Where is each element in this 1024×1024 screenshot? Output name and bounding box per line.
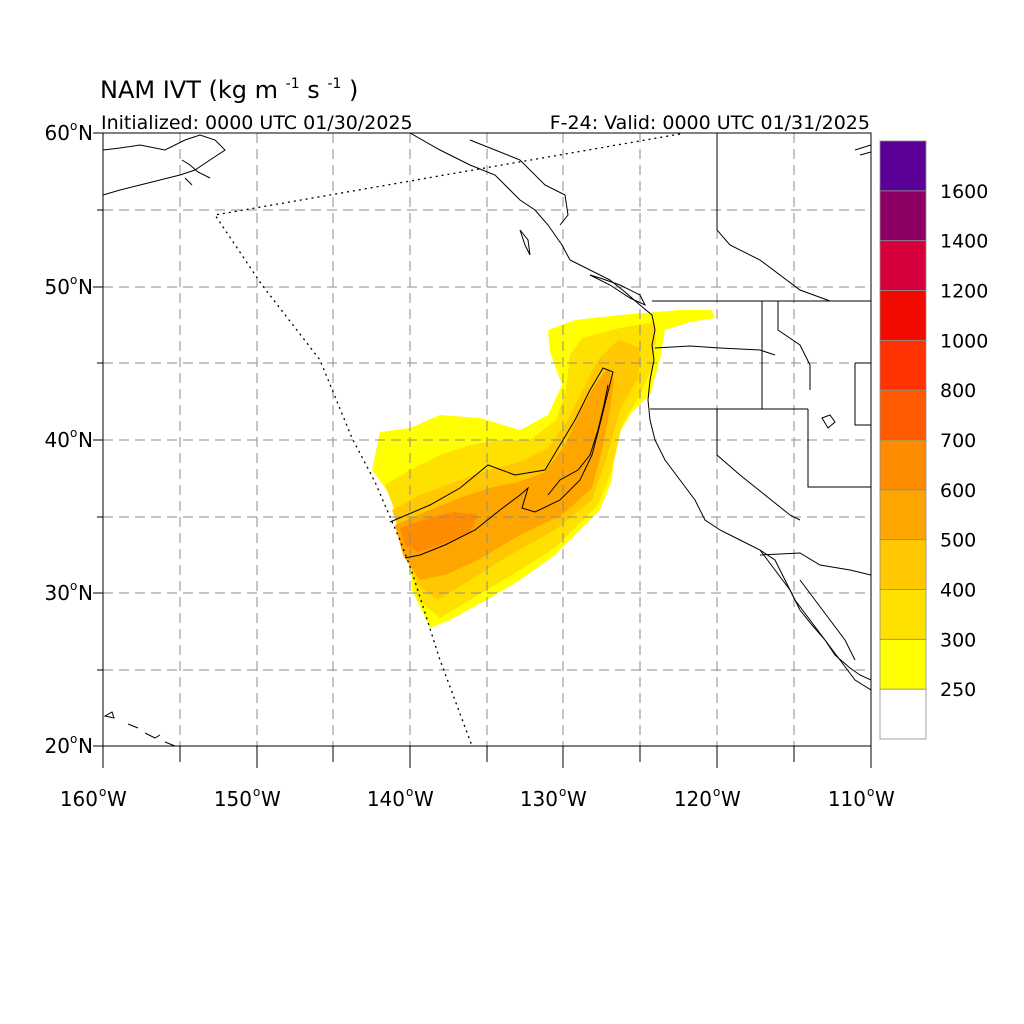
title-units-mid: s [307,76,320,104]
lat-label-50-hemi: N [78,275,93,299]
title-units-exp1: -1 [286,76,300,92]
idaho-border [761,301,811,409]
lon-label-110-hemi: W [875,787,895,811]
colorbar-swatch [879,589,927,640]
lon-label-160-deg: o [99,785,106,799]
lat-label-60: 60 [45,121,70,145]
lon-label-140: 140 [367,787,405,811]
lon-label-140-hemi: W [414,787,434,811]
colorbar-label: 1000 [940,330,988,352]
lat-label-20-hemi: N [78,734,93,758]
lat-label-60-hemi: N [78,121,93,145]
colorbar-swatch [879,439,927,491]
gulf-california [799,579,856,661]
vancouver-island [589,274,647,307]
lat-label-50: 50 [45,275,70,299]
ivt-500-contour-line [389,367,614,559]
ivt-600-contour-fill [400,512,478,552]
canada-mountain-lines [716,133,831,302]
colorbar-label: 250 [940,679,976,701]
title-units-open: (kg m [209,76,279,104]
colorbar-label: 1200 [940,281,988,303]
ivt-shading [372,310,715,628]
colorbar-swatch [879,290,927,341]
lat-label-50-deg: o [70,273,77,287]
lon-label-110-deg: o [867,785,874,799]
east-edge-lines [854,144,871,156]
lat-label-40: 40 [45,428,70,452]
colorbar-swatch [879,539,927,590]
map-title: NAM IVT (kg m -1 s -1 ) [100,66,358,104]
colorbar-swatch [879,240,927,291]
valid-time: F-24: Valid: 0000 UTC 01/31/2025 [550,112,870,134]
lon-label-130-deg: o [559,785,566,799]
hawaii-islands [103,711,176,746]
lon-labels: 160 o W 150 o W 140 o W 130 o W 120 o W … [60,785,895,811]
colorbar-label: 600 [940,480,976,502]
lat-ticks [93,132,103,747]
lon-label-120-hemi: W [721,787,741,811]
colorbar-swatch [879,688,927,740]
bc-coast [409,133,871,691]
lon-label-120: 120 [674,787,712,811]
colorbar-label: 700 [940,430,976,452]
title-units-exp2: -1 [327,76,341,92]
colorbar-swatch [879,339,927,391]
alaska-coast [103,134,226,196]
lat-label-30-deg: o [70,579,77,593]
baja-coast [759,549,871,681]
colorbar-swatch [879,140,927,192]
colorbar-label: 1600 [940,181,988,203]
lat-label-60-deg: o [70,119,77,133]
ivt-contour-inner [547,384,609,496]
lon-label-160: 160 [60,787,98,811]
colorbar-swatch [879,638,927,690]
ivt-contour-lines [389,367,614,559]
lat-label-40-hemi: N [78,428,93,452]
lon-label-140-deg: o [406,785,413,799]
utah-nevada-border [807,409,871,488]
lon-label-110: 110 [828,787,866,811]
colorbar: 250 300 400 500 600 700 800 1000 1200 1400 1600 [879,140,988,740]
lon-label-150: 150 [214,787,252,811]
colorbar-swatch [879,190,927,242]
lon-label-120-deg: o [713,785,720,799]
nevada-border [716,409,801,521]
lat-label-30-hemi: N [78,581,93,605]
lon-label-150-deg: o [253,785,260,799]
colorbar-swatch [879,389,927,441]
lat-lon-grid [103,133,871,746]
oregon-washington-border [654,345,776,356]
lat-label-20: 20 [45,734,70,758]
lat-label-20-deg: o [70,732,77,746]
great-salt-lake [821,414,836,429]
us-mexico-border [759,552,871,576]
lon-label-130: 130 [520,787,558,811]
lon-label-160-hemi: W [107,787,127,811]
montana-border [854,362,871,426]
colorbar-label: 300 [940,629,976,651]
title-units-close: ) [349,76,358,104]
colorbar-label: 1400 [940,231,988,253]
haida-gwaii [519,229,531,256]
coastlines [103,133,871,746]
lat-label-30: 30 [45,581,70,605]
colorbar-label: 400 [940,580,976,602]
bc-alaska-border [469,139,569,226]
lon-label-150-hemi: W [261,787,281,811]
lat-labels: 60 o N 50 o N 40 o N 30 o N 20 o N [45,119,93,758]
colorbar-swatch [879,489,927,540]
lat-label-40-deg: o [70,426,77,440]
lon-label-130-hemi: W [567,787,587,811]
aleutians [181,159,211,186]
colorbar-label: 500 [940,530,976,552]
lon-ticks [102,746,872,768]
initialized-time: Initialized: 0000 UTC 01/30/2025 [101,112,413,134]
colorbar-label: 800 [940,380,976,402]
title-product: NAM IVT [100,76,201,104]
